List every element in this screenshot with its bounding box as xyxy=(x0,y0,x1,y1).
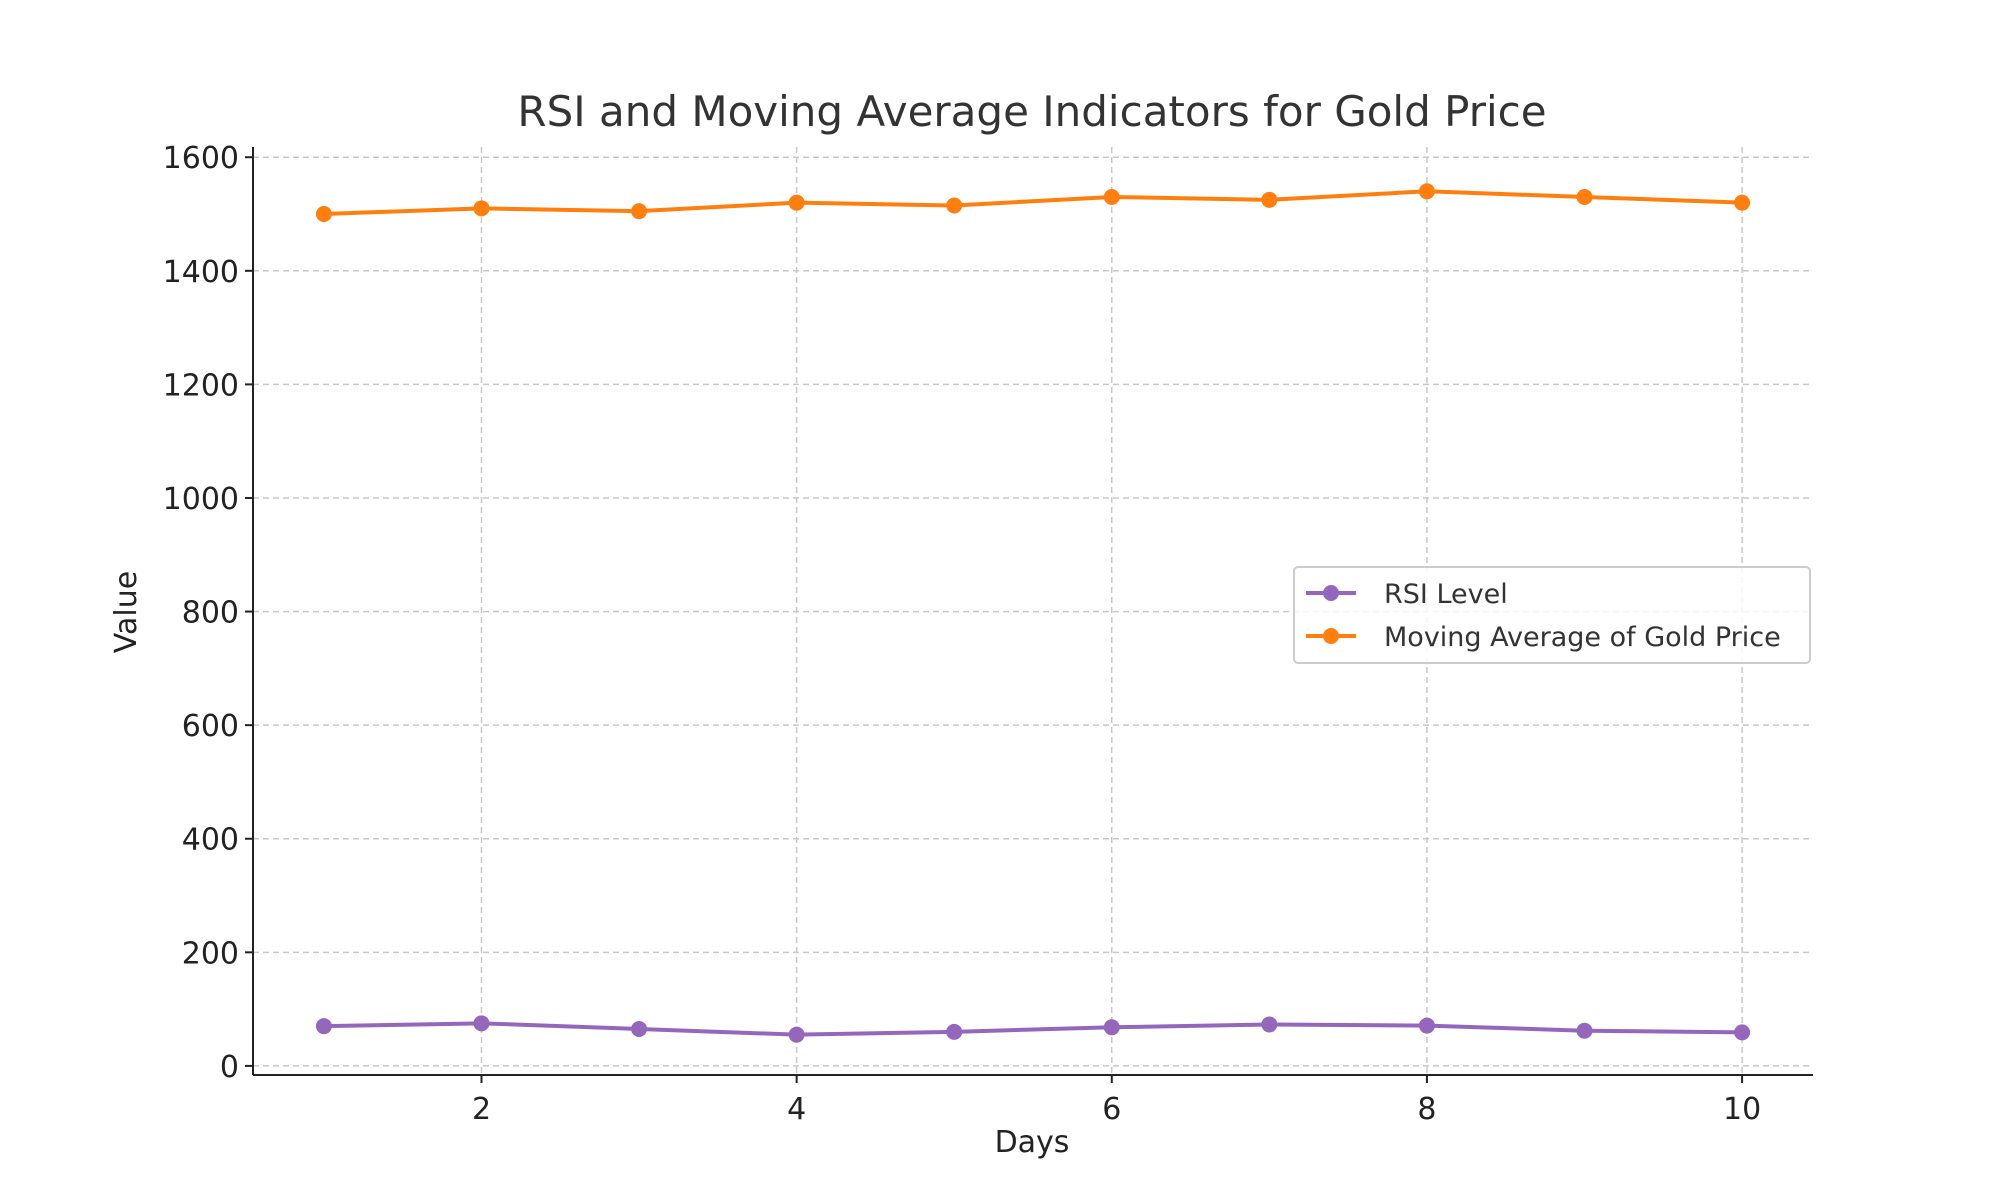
data-point xyxy=(631,203,648,220)
series-1 xyxy=(315,183,1751,223)
data-point xyxy=(788,1026,805,1043)
y-tick-label: 1000 xyxy=(163,482,239,517)
data-point xyxy=(788,194,805,211)
data-point xyxy=(1734,194,1751,211)
y-tick-label: 400 xyxy=(182,823,239,858)
data-point xyxy=(1261,191,1278,208)
y-tick-label: 1600 xyxy=(163,141,239,176)
legend-label: Moving Average of Gold Price xyxy=(1384,622,1781,653)
data-point xyxy=(946,197,963,214)
chart-title: RSI and Moving Average Indicators for Go… xyxy=(517,87,1546,136)
x-tick-label: 4 xyxy=(787,1092,806,1127)
data-point xyxy=(1418,1017,1435,1034)
data-point xyxy=(315,206,332,223)
data-point xyxy=(946,1023,963,1040)
data-point xyxy=(473,1015,490,1032)
data-point xyxy=(315,1018,332,1035)
data-point xyxy=(1418,183,1435,200)
data-point xyxy=(1261,1016,1278,1033)
data-point xyxy=(1734,1024,1751,1041)
y-tick-label: 1400 xyxy=(163,255,239,290)
y-tick-label: 0 xyxy=(220,1050,239,1085)
y-tick-label: 800 xyxy=(182,596,239,631)
series xyxy=(315,183,1751,1043)
data-point xyxy=(473,200,490,217)
data-point xyxy=(1576,188,1593,205)
x-tick-label: 6 xyxy=(1102,1092,1121,1127)
legend-swatch-marker xyxy=(1323,585,1339,601)
y-tick-label: 200 xyxy=(182,936,239,971)
legend-swatch-marker xyxy=(1323,628,1339,644)
legend-label: RSI Level xyxy=(1384,579,1508,610)
x-tick-label: 2 xyxy=(472,1092,491,1127)
series-line xyxy=(323,189,1743,217)
data-point xyxy=(1103,1019,1120,1036)
y-tick-label: 1200 xyxy=(163,368,239,403)
x-tick-label: 8 xyxy=(1417,1092,1436,1127)
y-axis-label: Value xyxy=(109,571,144,653)
series-0 xyxy=(315,1015,1751,1043)
data-point xyxy=(1576,1022,1593,1039)
legend: RSI Level Moving Average of Gold Price xyxy=(1293,566,1811,664)
series-line xyxy=(323,1021,1743,1037)
y-tick-label: 600 xyxy=(182,709,239,744)
x-axis-label: Days xyxy=(995,1125,1070,1160)
data-point xyxy=(1103,188,1120,205)
axes: 0 200 400 600 800 1000 1200 1400 1600 2 4 6 8 10 xyxy=(163,141,1813,1127)
data-point xyxy=(631,1020,648,1037)
legend-box xyxy=(1293,566,1811,664)
x-tick-label: 10 xyxy=(1723,1092,1761,1127)
